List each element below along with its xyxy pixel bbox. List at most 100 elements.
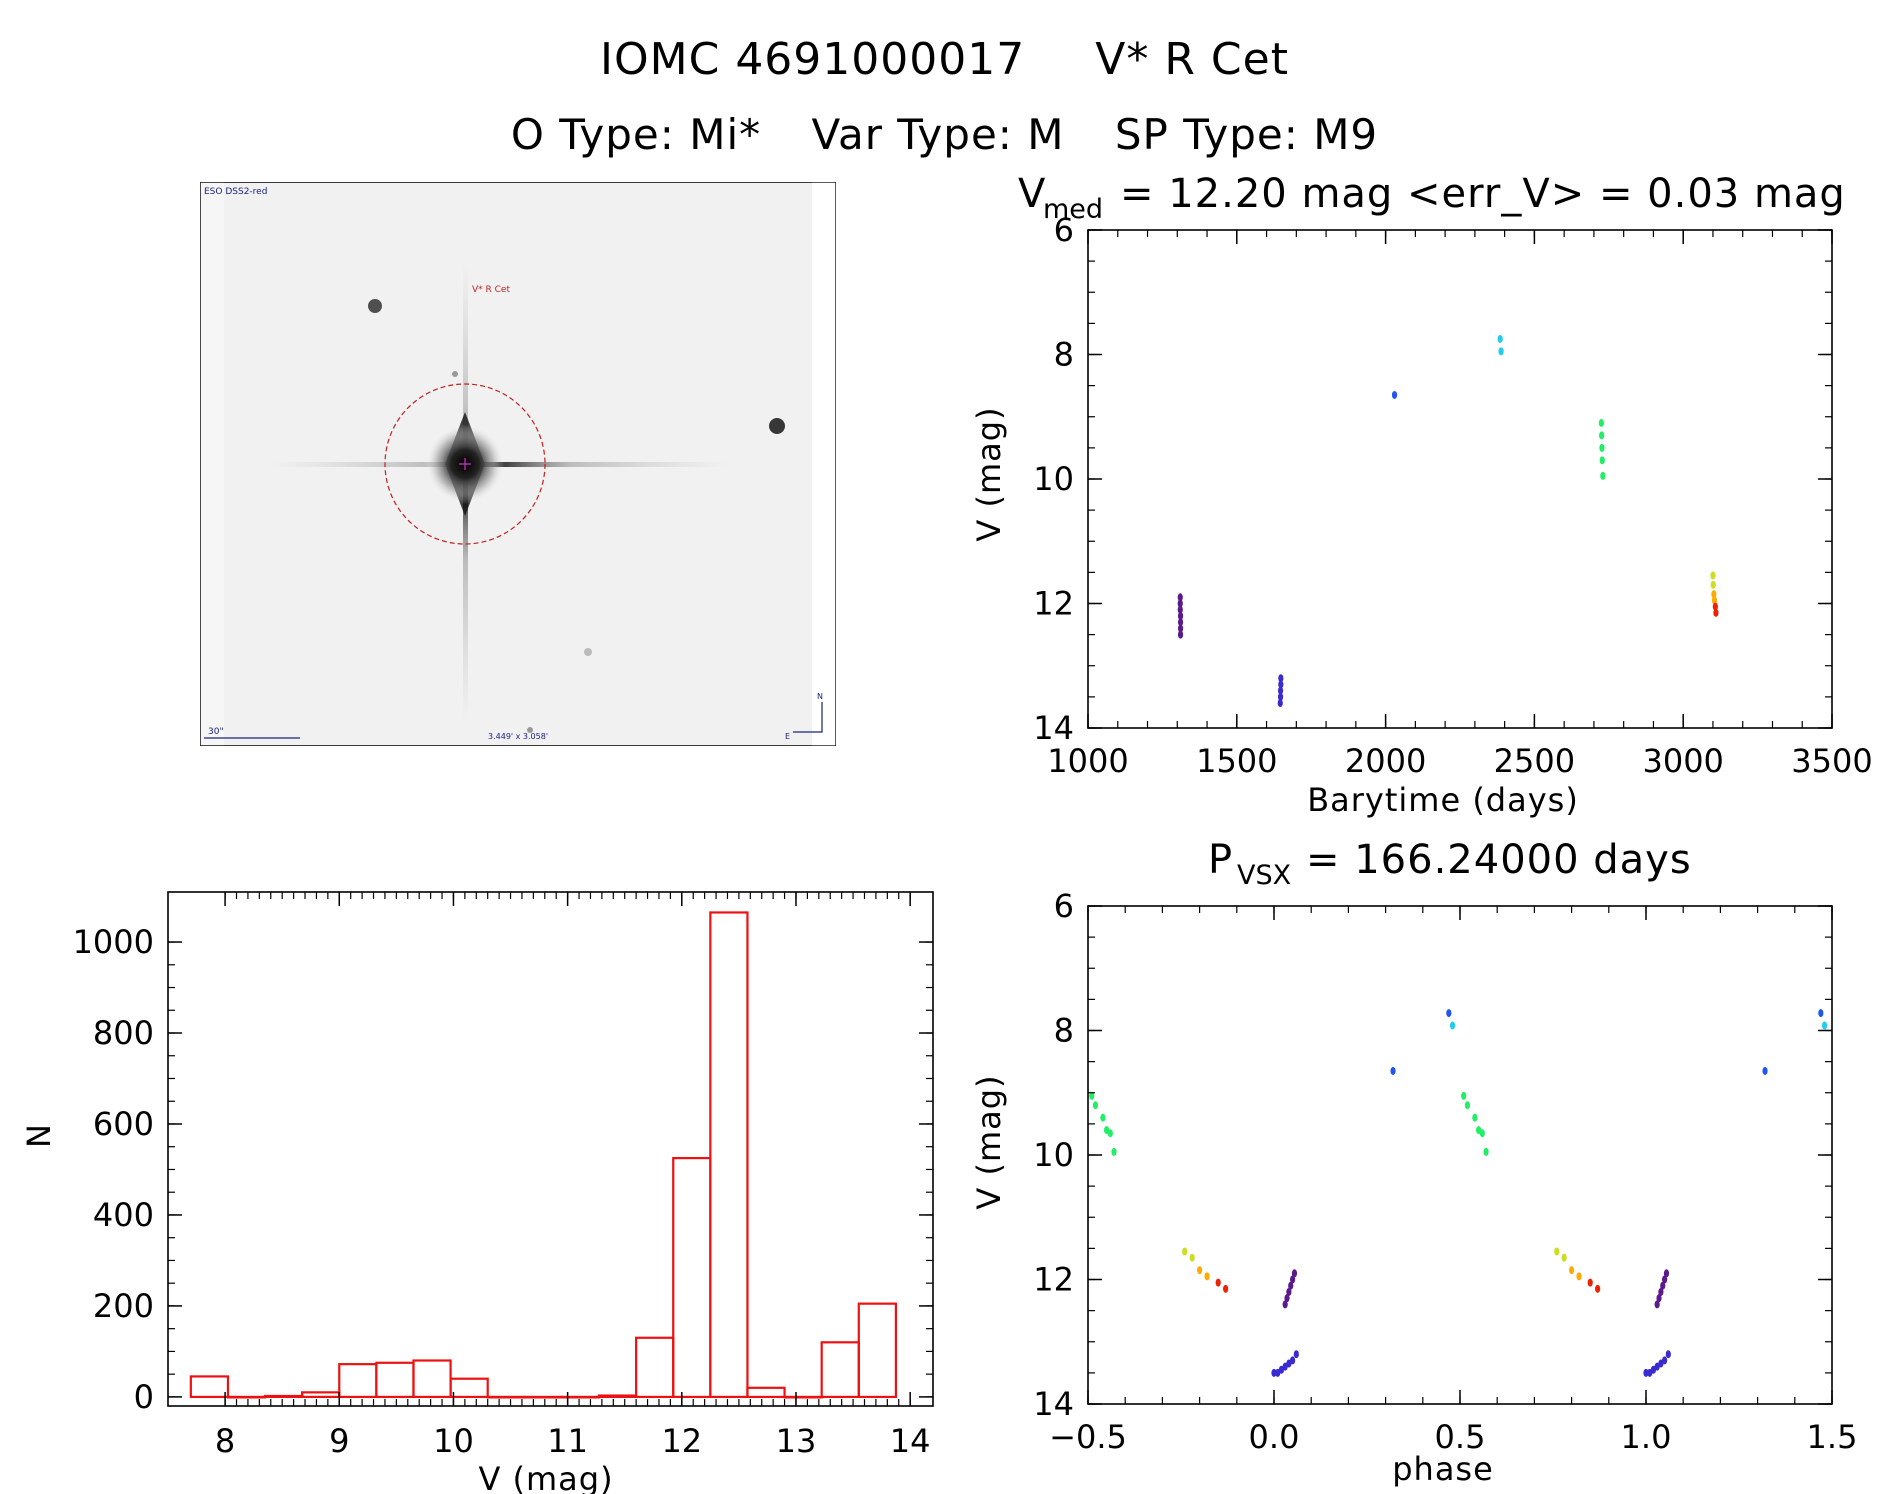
lc-data-point	[1712, 602, 1718, 611]
hist-x-tick-label: 10	[433, 1422, 474, 1460]
hist-x-tick-label: 11	[547, 1422, 588, 1460]
ph-data-point	[1446, 1009, 1452, 1018]
lc-data-point	[1277, 699, 1283, 708]
ph-data-point	[1660, 1281, 1666, 1290]
ph-plot-frame	[1087, 905, 1833, 1405]
hist-axes: 8 9 10 11 12 13 14 0 200 400 600 800 1000	[73, 892, 933, 1460]
lc-data-point	[1711, 596, 1718, 605]
ph-axes: −0.5 0.0 0.5 1.0 1.5 6 8 10 12 14	[1033, 887, 1857, 1456]
hist-bar	[635, 1336, 675, 1399]
lc-data-point	[1177, 611, 1184, 620]
compass-north: N	[817, 692, 823, 701]
ph-data-point	[1656, 1294, 1662, 1303]
ph-data-point	[1472, 1113, 1478, 1122]
ph-data-point	[1587, 1278, 1593, 1287]
hist-bar	[486, 1395, 526, 1399]
ph-x-axis-label: phase	[1392, 1450, 1494, 1488]
ph-data-point	[1569, 1266, 1575, 1275]
survey-label: ESO DSS2-red	[204, 187, 267, 197]
ph-points	[1089, 1009, 1828, 1377]
ph-data-point	[1089, 1091, 1095, 1100]
lc-data-point	[1177, 605, 1183, 614]
ph-data-point	[1290, 1275, 1296, 1284]
vartype-label: Var Type: M	[811, 110, 1065, 159]
hist-bar	[597, 1394, 638, 1399]
ph-data-point	[1290, 1356, 1296, 1365]
hist-bar	[783, 1395, 823, 1399]
object-name: V* R Cet	[1095, 34, 1289, 85]
ph-title-rest: = 166.24000 days	[1306, 837, 1692, 883]
ph-x-tick-label: 1.5	[1807, 1418, 1858, 1456]
ph-y-tick-label: 14	[1033, 1385, 1074, 1423]
hist-bar	[338, 1363, 378, 1399]
lc-data-point	[1277, 686, 1284, 695]
ph-x-tick-label: 0.5	[1435, 1418, 1486, 1456]
ph-data-point	[1293, 1350, 1299, 1359]
ph-x-tick-label: 1.0	[1621, 1418, 1672, 1456]
hist-y-tick-label: 200	[93, 1287, 154, 1325]
target-label: V* R Cet	[472, 285, 510, 295]
lc-data-point	[1599, 443, 1605, 452]
lc-x-tick-label: 3000	[1642, 742, 1723, 780]
ph-data-point	[1818, 1009, 1824, 1018]
ph-data-point	[1554, 1247, 1560, 1256]
ph-data-point	[1288, 1281, 1294, 1290]
hist-y-tick-label: 600	[93, 1105, 154, 1143]
lc-data-point	[1497, 334, 1503, 343]
scale-label: 30"	[208, 727, 224, 737]
hist-bar	[523, 1395, 564, 1399]
hist-y-tick-label: 800	[93, 1014, 154, 1052]
compass-east: E	[785, 732, 790, 741]
histogram-panel: V (mag) N	[20, 1124, 613, 1494]
ph-data-point	[1662, 1356, 1668, 1365]
lc-x-tick-label: 2000	[1345, 742, 1426, 780]
lc-x-tick-label: 1500	[1196, 742, 1277, 780]
sky-thumbnail: ESO DSS2-red V* R Cet 30" 3.449' x 3.058…	[200, 182, 836, 746]
ph-data-point	[1449, 1021, 1456, 1030]
hist-x-tick-label: 13	[776, 1422, 817, 1460]
lc-data-point	[1711, 590, 1717, 599]
object-title: IOMC 4691000017 V* R Cet	[0, 34, 1889, 85]
lc-y-tick-label: 14	[1033, 709, 1074, 747]
hist-bar	[709, 911, 749, 1399]
hist-y-axis-label: N	[20, 1124, 58, 1148]
lc-data-point	[1598, 418, 1604, 427]
ph-data-point	[1271, 1368, 1277, 1377]
ph-data-point	[1464, 1101, 1471, 1110]
phase-panel: P VSX = 166.24000 days phase V (mag)	[970, 837, 1692, 1488]
ph-data-point	[1107, 1129, 1113, 1138]
hist-bar	[189, 1375, 230, 1399]
hist-bar	[672, 1156, 712, 1399]
hist-x-tick-label: 14	[890, 1422, 931, 1460]
lc-data-point	[1498, 347, 1504, 356]
hist-bar	[412, 1359, 452, 1399]
ph-data-point	[1286, 1287, 1292, 1296]
ph-y-tick-label: 8	[1054, 1012, 1074, 1050]
ph-data-point	[1662, 1275, 1668, 1284]
ph-y-axis-label: V (mag)	[970, 1074, 1008, 1209]
fov-label: 3.449' x 3.058'	[488, 732, 548, 741]
lc-points	[1177, 334, 1719, 708]
hist-bar	[375, 1361, 415, 1399]
field-star-4	[584, 648, 592, 656]
lc-data-point	[1713, 608, 1719, 617]
hist-y-tick-label: 1000	[73, 923, 154, 961]
hist-bar	[263, 1394, 304, 1399]
hist-bar	[449, 1377, 489, 1399]
object-id: IOMC 4691000017	[600, 34, 1026, 85]
lc-data-point	[1278, 674, 1284, 683]
ph-data-point	[1479, 1129, 1485, 1138]
ph-data-point	[1762, 1066, 1768, 1075]
ph-data-point	[1663, 1269, 1670, 1278]
lc-y-tick-label: 6	[1054, 211, 1074, 249]
lc-data-point	[1599, 456, 1605, 465]
sptype-label: SP Type: M9	[1114, 110, 1379, 159]
hist-bars	[189, 911, 897, 1399]
hist-y-tick-label: 0	[134, 1378, 154, 1416]
hist-bar	[820, 1341, 860, 1399]
hist-bar	[226, 1395, 267, 1399]
lc-data-point	[1177, 599, 1183, 608]
compass-arrows	[793, 702, 823, 733]
ph-x-tick-label: −0.5	[1049, 1418, 1127, 1456]
hist-x-tick-label: 9	[329, 1422, 349, 1460]
